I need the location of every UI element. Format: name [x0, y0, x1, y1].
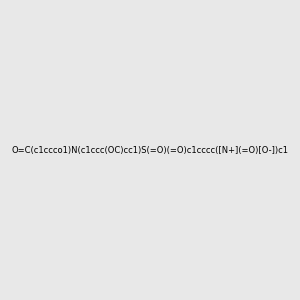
Text: O=C(c1ccco1)N(c1ccc(OC)cc1)S(=O)(=O)c1cccc([N+](=O)[O-])c1: O=C(c1ccco1)N(c1ccc(OC)cc1)S(=O)(=O)c1cc… — [11, 146, 289, 154]
